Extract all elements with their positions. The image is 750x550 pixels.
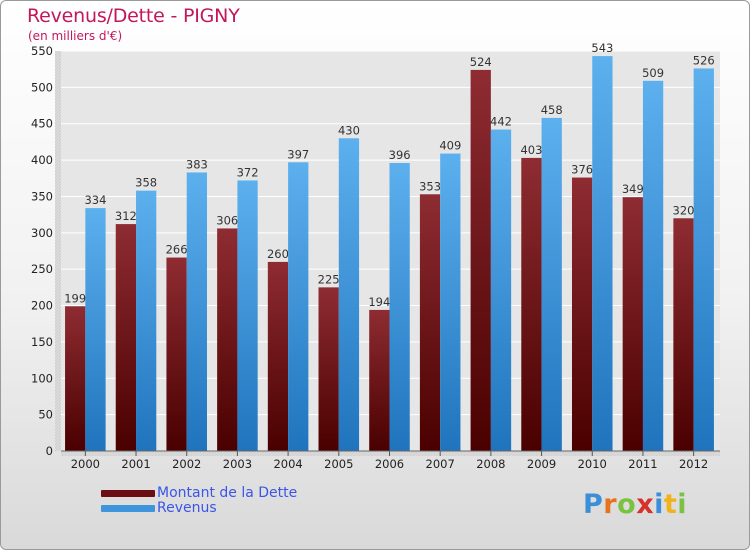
x-tick-label: 2001 — [121, 457, 150, 471]
y-tick-label: 250 — [31, 262, 53, 276]
bar-debt — [673, 218, 694, 451]
bar-debt — [571, 177, 593, 451]
x-axis-band — [61, 451, 720, 456]
value-label-revenue: 543 — [591, 41, 613, 55]
bar-debt — [318, 287, 339, 451]
value-label-revenue: 442 — [490, 115, 512, 129]
y-axis-band — [55, 51, 61, 451]
x-tick-label: 2007 — [426, 457, 455, 471]
value-label-debt: 320 — [673, 203, 695, 217]
value-label-debt: 376 — [571, 163, 593, 177]
logo-letter: i — [654, 489, 664, 520]
bar-revenue — [541, 117, 562, 451]
bar-debt — [521, 157, 542, 451]
y-tick-label: 100 — [31, 371, 53, 385]
value-label-revenue: 397 — [287, 147, 309, 161]
x-tick-label: 2009 — [527, 457, 556, 471]
legend-swatch-revenue — [101, 505, 155, 512]
x-tick-label: 2004 — [273, 457, 302, 471]
bar-revenue — [389, 163, 410, 451]
bar-revenue — [642, 80, 664, 452]
value-label-revenue: 396 — [389, 148, 411, 162]
bar-revenue — [136, 190, 157, 452]
chart-subtitle: (en milliers d'€) — [28, 29, 123, 43]
bars-group: 199 334 312 358 266 383 306 372 260 397 225 430 194 3… — [64, 41, 715, 452]
y-tick-label: 200 — [31, 299, 53, 313]
value-label-revenue: 430 — [338, 123, 360, 137]
x-tick-label: 2003 — [223, 457, 252, 471]
bar-debt — [115, 224, 137, 451]
y-tick-label: 350 — [31, 189, 53, 203]
logo-letter: P — [583, 489, 604, 520]
bar-debt — [65, 306, 86, 451]
value-label-debt: 353 — [419, 179, 441, 193]
bar-revenue — [592, 56, 613, 451]
value-label-debt: 199 — [64, 291, 86, 305]
bar-debt — [217, 228, 238, 451]
bar-revenue — [693, 68, 714, 452]
x-tick-label: 2008 — [476, 457, 505, 471]
bar-debt — [267, 261, 289, 451]
bar-revenue — [288, 162, 309, 452]
value-label-debt: 349 — [622, 182, 644, 196]
logo-letter: x — [636, 489, 655, 520]
chart-title: Revenus/Dette - PIGNY — [27, 5, 240, 27]
bar-debt — [166, 257, 187, 451]
logo-letter: o — [617, 489, 637, 520]
value-label-debt: 306 — [216, 213, 238, 227]
value-label-debt: 260 — [267, 247, 289, 261]
logo-letter: i — [677, 489, 688, 520]
logo-letter: t — [663, 489, 678, 520]
x-tick-label: 2005 — [324, 457, 353, 471]
value-label-revenue: 509 — [642, 66, 664, 80]
x-tick-label: 2011 — [628, 457, 657, 471]
x-tick-label: 2012 — [679, 457, 708, 471]
y-tick-label: 50 — [38, 408, 53, 422]
value-label-debt: 312 — [115, 209, 137, 223]
y-tick-label: 550 — [31, 44, 53, 58]
legend-label-revenue: Revenus — [157, 500, 217, 516]
value-label-debt: 194 — [368, 295, 390, 309]
logo-letter: r — [603, 489, 618, 520]
bar-revenue — [338, 138, 360, 452]
bar-revenue — [186, 172, 207, 452]
x-tick-label: 2010 — [578, 457, 607, 471]
y-axis: 0 50 100 150 200 250 300 350 400 450 500 550 — [31, 44, 53, 458]
bar-revenue — [85, 208, 106, 451]
y-tick-label: 0 — [46, 444, 53, 458]
value-label-revenue: 458 — [541, 103, 563, 117]
y-tick-label: 450 — [31, 117, 53, 131]
bar-revenue — [490, 129, 512, 451]
x-axis: 2000 2001 2002 2003 2004 2005 2006 2007 2008 2009… — [61, 450, 720, 471]
value-label-debt: 403 — [520, 143, 542, 157]
y-tick-label: 400 — [31, 153, 53, 167]
x-tick-label: 2000 — [71, 457, 100, 471]
value-label-revenue: 383 — [186, 157, 208, 171]
y-tick-label: 500 — [31, 80, 53, 94]
proxiti-logo: Proxiti — [583, 489, 687, 520]
bar-debt — [622, 197, 643, 451]
legend-label-debt: Montant de la Dette — [157, 485, 298, 501]
legend-swatch-debt — [101, 490, 155, 497]
x-tick-label: 2006 — [375, 457, 404, 471]
bar-revenue — [440, 153, 461, 451]
value-label-revenue: 372 — [237, 165, 259, 179]
value-label-revenue: 334 — [84, 193, 106, 207]
value-label-revenue: 358 — [135, 176, 157, 190]
bar-revenue — [237, 180, 258, 452]
y-tick-label: 150 — [31, 335, 53, 349]
value-label-debt: 524 — [470, 55, 492, 69]
bar-debt — [419, 194, 441, 452]
value-label-revenue: 409 — [439, 139, 461, 153]
value-label-debt: 266 — [166, 243, 188, 257]
bar-debt — [369, 309, 390, 451]
y-tick-label: 300 — [31, 226, 53, 240]
x-tick-label: 2002 — [172, 457, 201, 471]
bar-debt — [470, 69, 491, 451]
value-label-debt: 225 — [318, 272, 340, 286]
value-label-revenue: 526 — [693, 53, 715, 67]
